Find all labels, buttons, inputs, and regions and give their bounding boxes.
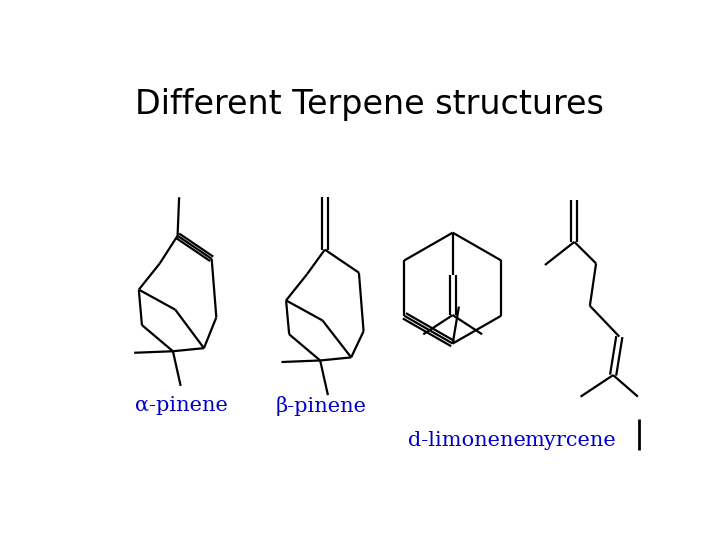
Text: Different Terpene structures: Different Terpene structures [135,88,603,121]
Text: β-pinene: β-pinene [276,396,367,416]
Text: d-limonene: d-limonene [408,430,526,449]
Text: myrcene: myrcene [524,430,616,449]
Text: α-pinene: α-pinene [135,396,228,415]
